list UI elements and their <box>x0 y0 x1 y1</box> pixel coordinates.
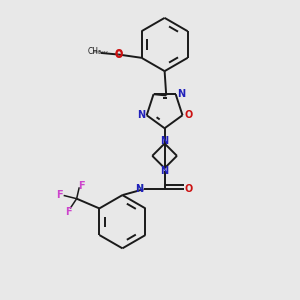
Text: N: N <box>160 167 169 176</box>
Text: F: F <box>65 207 72 217</box>
Text: methoxy: methoxy <box>92 50 108 54</box>
Text: F: F <box>79 181 85 191</box>
Text: N: N <box>137 110 145 120</box>
Text: O: O <box>184 110 193 120</box>
Text: O: O <box>115 50 123 60</box>
Text: F: F <box>56 190 63 200</box>
Text: N: N <box>135 184 143 194</box>
Text: O: O <box>184 184 193 194</box>
Text: N: N <box>178 89 186 99</box>
Text: CH₃: CH₃ <box>88 47 102 56</box>
Text: O: O <box>115 49 123 58</box>
Text: H: H <box>136 184 142 193</box>
Text: N: N <box>160 136 169 146</box>
